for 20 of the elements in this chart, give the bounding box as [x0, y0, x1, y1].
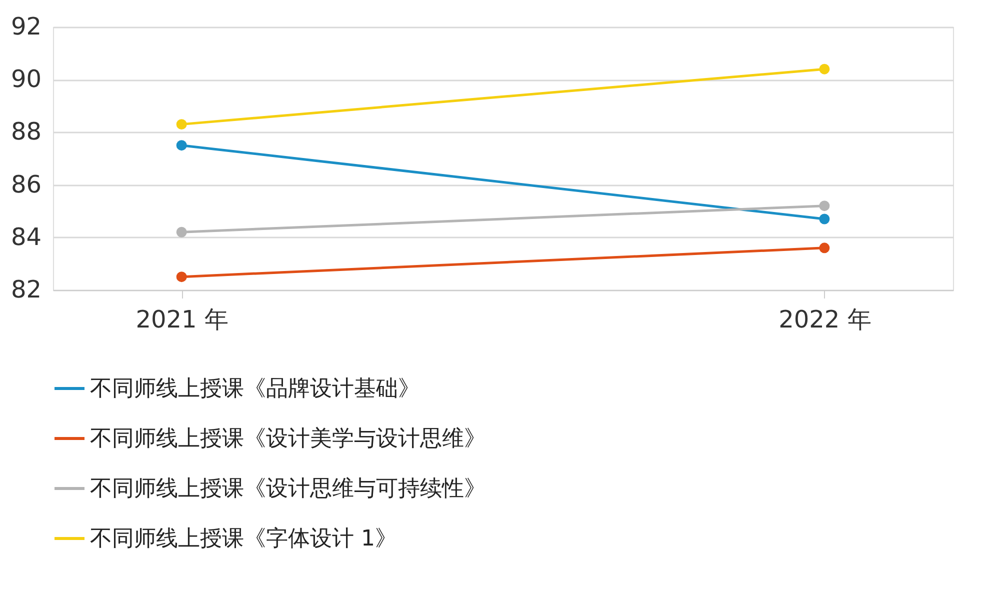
point: [819, 64, 830, 74]
point: [819, 214, 830, 224]
x-tick-label: 2022 年: [778, 306, 872, 334]
legend-label: 不同师线上授课《设计思维与可持续性》: [90, 476, 486, 502]
y-tick-label: 84: [10, 222, 42, 251]
point: [176, 226, 187, 238]
legend-label: 不同师线上授课《品牌设计基础》: [90, 376, 420, 402]
y-tick-label: 92: [10, 12, 42, 40]
point: [176, 272, 187, 282]
legend-label: 不同师线上授课《字体设计 1》: [90, 526, 397, 552]
legend-label: 不同师线上授课《设计美学与设计思维》: [90, 426, 486, 452]
point: [176, 119, 187, 130]
point: [176, 140, 187, 151]
point: [819, 200, 830, 212]
y-tick-label: 88: [10, 118, 42, 146]
y-tick-label: 90: [10, 65, 42, 94]
x-tick-label: 2021 年: [136, 306, 228, 334]
y-tick-label: 82: [10, 276, 42, 304]
point: [819, 242, 830, 254]
y-tick-label: 86: [10, 170, 42, 198]
